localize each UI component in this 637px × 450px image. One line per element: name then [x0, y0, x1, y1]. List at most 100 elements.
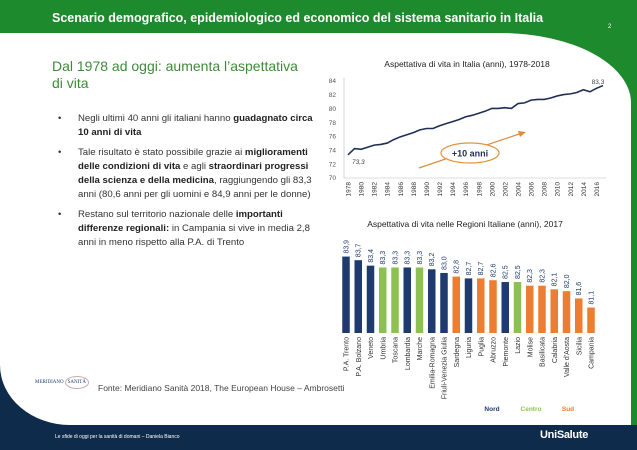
bar-value-label: 82,0 [564, 274, 571, 288]
bar [501, 282, 509, 333]
bar [342, 256, 350, 333]
text: e agli [180, 161, 209, 172]
category-label: Lombardia [405, 337, 412, 370]
category-label: Sicilia [576, 337, 583, 355]
y-tick-label: 78 [329, 120, 337, 127]
line-chart-title: Aspettativa di vita in Italia (anni), 19… [384, 59, 550, 69]
x-tick-label: 2014 [581, 182, 588, 197]
bar [477, 278, 485, 333]
data-label-end: 83,3 [592, 79, 605, 86]
bar-value-label: 83,4 [368, 249, 375, 263]
data-label-start: 73,3 [352, 159, 365, 166]
bar [464, 278, 473, 333]
bullet-item: Restano sul territorio nazionale delle i… [58, 208, 318, 250]
bar-value-label: 82,1 [552, 273, 559, 287]
bar [366, 265, 375, 333]
category-label: Marche [417, 337, 424, 360]
bar [562, 291, 571, 333]
bar-value-label: 83,9 [344, 240, 351, 254]
bold-text: importanti differenze regionali: [78, 209, 283, 234]
bullet-item: Negli ultimi 40 anni gli italiani hanno … [58, 112, 318, 140]
bar [513, 282, 522, 333]
category-label: Calabria [552, 337, 559, 363]
bar [538, 285, 546, 333]
y-tick-label: 70 [329, 175, 337, 182]
bar-value-label: 83,3 [380, 251, 387, 265]
category-label: P.A. Trento [344, 337, 351, 371]
x-tick-label: 2006 [529, 182, 536, 197]
x-tick-label: 1986 [398, 182, 405, 197]
text: Restano sul territorio nazionale delle [78, 209, 236, 220]
category-label: Umbria [380, 337, 387, 360]
bullet-list: Negli ultimi 40 anni gli italiani hanno … [58, 112, 318, 256]
y-tick-label: 84 [329, 78, 337, 85]
bar [526, 285, 534, 333]
text: , raggiungendo gli 83,3 anni (80,6 anni … [78, 175, 312, 200]
slide-header: Scenario demografico, epidemiologico ed … [0, 0, 637, 34]
category-label: Veneto [368, 337, 375, 359]
bar-value-label: 83,3 [393, 251, 400, 265]
x-tick-label: 2008 [542, 182, 549, 197]
x-tick-label: 2002 [502, 182, 509, 197]
footer-bar: Le sfide di oggi per la sanità di domani… [0, 425, 637, 450]
bar-value-label: 83,0 [442, 256, 449, 270]
page-number: 2 [608, 24, 612, 30]
bar-value-label: 83,3 [417, 251, 424, 265]
y-tick-label: 82 [329, 92, 337, 99]
x-tick-label: 1988 [411, 182, 418, 197]
bold-text: straordinari progressi della scienza e d… [78, 161, 309, 186]
category-label: Sardegna [454, 337, 461, 367]
x-tick-label: 2012 [568, 182, 575, 197]
bar-value-label: 82,5 [515, 265, 522, 279]
x-tick-label: 2004 [516, 182, 523, 197]
category-label: Piemonte [503, 337, 510, 367]
bold-text: miglioramenti delle condizioni di vita [78, 147, 308, 172]
annotation-ellipse [440, 142, 500, 164]
source-note: Fonte: Meridiano Sanità 2018, The Europe… [98, 383, 345, 393]
x-tick-label: 1996 [463, 182, 470, 197]
bar [489, 280, 497, 333]
bar [379, 267, 387, 333]
x-tick-label: 1984 [385, 182, 392, 197]
bar-chart-title: Aspettativa di vita nelle Regioni Italia… [367, 219, 563, 229]
x-tick-label: 1990 [424, 182, 431, 197]
bar [415, 267, 424, 333]
text: Negli ultimi 40 anni gli italiani hanno [78, 113, 234, 124]
bar [440, 272, 448, 333]
category-label: Molise [527, 337, 534, 357]
y-tick-label: 74 [329, 147, 337, 154]
bar-value-label: 82,7 [466, 262, 473, 276]
category-label: Abruzzo [491, 337, 498, 363]
meridiano-sanita-logo: MERIDIANO SANITÀ [35, 376, 90, 389]
y-tick-label: 72 [329, 161, 337, 168]
bar [550, 289, 558, 333]
text: in Campania si vive in media 2,8 anni in… [78, 223, 310, 248]
bar-value-label: 82,6 [491, 263, 498, 277]
x-tick-label: 2016 [594, 182, 601, 197]
arrow-head-icon [518, 131, 526, 137]
category-label: P.A. Bolzano [356, 337, 363, 377]
bar-value-label: 81,1 [589, 291, 596, 305]
x-tick-label: 2010 [555, 182, 562, 197]
bar [354, 260, 362, 333]
x-tick-label: 1998 [476, 182, 483, 197]
legend-sud: Sud [562, 406, 574, 413]
category-label: Liguria [466, 337, 473, 358]
text: Tale risultato è stato possibile grazie … [78, 147, 245, 158]
category-label: Puglia [478, 337, 485, 357]
bar-value-label: 82,8 [454, 260, 461, 274]
category-label: Lazio [515, 337, 522, 354]
legend-nord: Nord [484, 406, 499, 413]
bar-value-label: 83,2 [429, 253, 436, 267]
annotation-text: +10 anni [452, 149, 488, 159]
x-tick-label: 1980 [359, 182, 366, 197]
x-tick-label: 1992 [437, 182, 444, 197]
bar-value-label: 82,5 [503, 265, 510, 279]
bar [587, 307, 595, 333]
bar [391, 267, 399, 333]
bar [428, 269, 436, 333]
bold-text: guadagnato circa 10 anni di vita [78, 113, 313, 138]
slide-title: Scenario demografico, epidemiologico ed … [52, 11, 544, 25]
unisalute-logo: UniSalute [540, 429, 589, 441]
